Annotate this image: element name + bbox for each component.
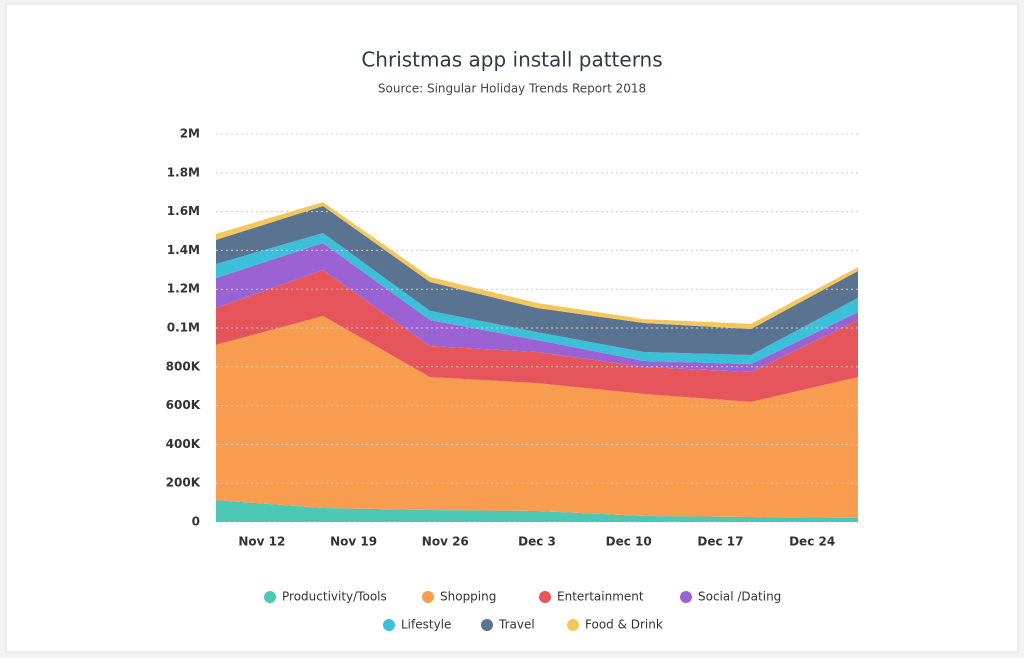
x-tick-label: Dec 24: [789, 535, 835, 549]
legend-marker: [539, 591, 551, 603]
y-tick-label: 200K: [166, 476, 201, 490]
y-tick-label: 600K: [166, 398, 201, 412]
legend-marker: [481, 619, 493, 631]
legend-marker: [567, 619, 579, 631]
x-tick-label: Nov 19: [330, 535, 377, 549]
y-tick-label: 800K: [166, 359, 201, 373]
y-tick-label: 0: [192, 515, 200, 529]
y-tick-label: 1.2M: [167, 282, 200, 296]
area: [216, 202, 858, 329]
legend-marker: [383, 619, 395, 631]
legend-label: Entertainment: [557, 590, 644, 604]
legend-marker: [680, 591, 692, 603]
chart-title: Christmas app install patterns: [361, 48, 662, 72]
y-tick-label: 400K: [166, 437, 201, 451]
legend-label: Productivity/Tools: [282, 590, 387, 604]
area: [216, 205, 858, 355]
x-tick-label: Nov 12: [238, 535, 285, 549]
legend-label: Lifestyle: [401, 618, 451, 632]
y-tick-label: 1.4M: [167, 243, 200, 257]
y-tick-label: 1.6M: [167, 204, 200, 218]
legend-label: Shopping: [440, 590, 496, 604]
x-tick-label: Dec 10: [606, 535, 652, 549]
chart-subtitle: Source: Singular Holiday Trends Report 2…: [378, 82, 646, 96]
area: [216, 269, 858, 402]
x-tick-label: Dec 3: [518, 535, 556, 549]
x-tick-label: Nov 26: [422, 535, 469, 549]
area: [216, 500, 858, 522]
legend-label: Travel: [498, 618, 535, 632]
legend-marker: [264, 591, 276, 603]
y-tick-label: 2M: [180, 127, 200, 141]
legend-label: Food & Drink: [585, 618, 663, 632]
area: [216, 232, 858, 365]
x-tick-label: Dec 17: [697, 535, 743, 549]
y-tick-label: 0.1M: [167, 321, 200, 335]
legend-label: Social /Dating: [698, 590, 781, 604]
legend-marker: [422, 591, 434, 603]
y-tick-label: 1.8M: [167, 165, 200, 179]
area: [216, 243, 858, 373]
